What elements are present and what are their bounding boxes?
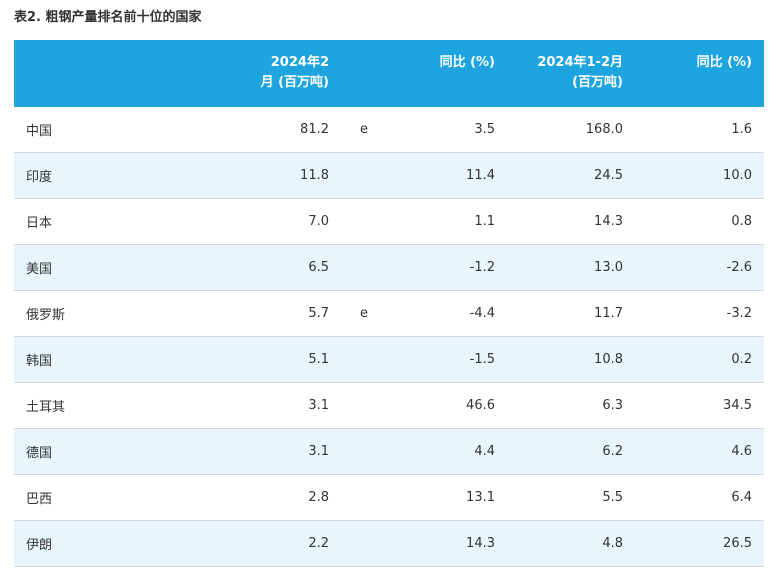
estimate-flag-cell — [337, 244, 403, 291]
yoy-jan-feb-cell: -3.2 — [636, 290, 764, 337]
jan-feb-production-cell: 168.0 — [503, 107, 636, 153]
feb-production-cell: 7.0 — [187, 198, 337, 245]
yoy-feb-cell: -1.5 — [403, 336, 503, 383]
jan-feb-production-cell: 13.0 — [503, 244, 636, 291]
header-country — [14, 40, 187, 107]
estimate-flag-cell — [337, 474, 403, 521]
jan-feb-production-cell: 14.3 — [503, 198, 636, 245]
country-cell: 伊朗 — [14, 520, 187, 567]
jan-feb-production-cell: 11.7 — [503, 290, 636, 337]
yoy-feb-cell: 46.6 — [403, 382, 503, 429]
yoy-jan-feb-cell: 26.5 — [636, 520, 764, 567]
yoy-jan-feb-cell: 6.4 — [636, 474, 764, 521]
table-body: 中国 81.2 e 3.5 168.0 1.6 印度 11.8 11.4 24.5 10.0 日本 7.… — [14, 107, 764, 567]
estimate-flag-cell: e — [337, 107, 403, 153]
country-cell: 韩国 — [14, 336, 187, 383]
yoy-feb-cell: 3.5 — [403, 107, 503, 153]
yoy-feb-cell: 1.1 — [403, 198, 503, 245]
country-cell: 俄罗斯 — [14, 290, 187, 337]
table-title: 表2. 粗钢产量排名前十位的国家 — [14, 10, 202, 25]
header-yoy-jan-feb: 同比 (%) — [636, 40, 764, 107]
table-row: 伊朗 2.2 14.3 4.8 26.5 — [14, 520, 764, 567]
yoy-jan-feb-cell: 10.0 — [636, 152, 764, 199]
jan-feb-production-cell: 24.5 — [503, 152, 636, 199]
yoy-jan-feb-cell: 0.8 — [636, 198, 764, 245]
table-header: 2024年2 月 (百万吨) 同比 (%) 2024年1-2月 (百万吨) 同比… — [14, 40, 764, 107]
steel-production-table: 2024年2 月 (百万吨) 同比 (%) 2024年1-2月 (百万吨) 同比… — [14, 40, 764, 567]
table-row: 俄罗斯 5.7 e -4.4 11.7 -3.2 — [14, 290, 764, 337]
country-cell: 美国 — [14, 244, 187, 291]
yoy-feb-cell: -1.2 — [403, 244, 503, 291]
header-flag — [337, 40, 403, 107]
jan-feb-production-cell: 6.2 — [503, 428, 636, 475]
feb-production-cell: 3.1 — [187, 382, 337, 429]
yoy-jan-feb-cell: 34.5 — [636, 382, 764, 429]
header-feb-2024: 2024年2 月 (百万吨) — [187, 40, 337, 107]
table-row: 土耳其 3.1 46.6 6.3 34.5 — [14, 382, 764, 429]
estimate-flag-cell — [337, 198, 403, 245]
feb-production-cell: 5.1 — [187, 336, 337, 383]
header-yoy-feb: 同比 (%) — [403, 40, 503, 107]
yoy-feb-cell: 14.3 — [403, 520, 503, 567]
feb-production-cell: 6.5 — [187, 244, 337, 291]
country-cell: 日本 — [14, 198, 187, 245]
table-row: 印度 11.8 11.4 24.5 10.0 — [14, 152, 764, 199]
estimate-flag-cell — [337, 520, 403, 567]
yoy-jan-feb-cell: 1.6 — [636, 107, 764, 153]
yoy-feb-cell: 4.4 — [403, 428, 503, 475]
header-jan-feb-2024: 2024年1-2月 (百万吨) — [503, 40, 636, 107]
table-row: 巴西 2.8 13.1 5.5 6.4 — [14, 474, 764, 521]
country-cell: 印度 — [14, 152, 187, 199]
jan-feb-production-cell: 5.5 — [503, 474, 636, 521]
country-cell: 德国 — [14, 428, 187, 475]
yoy-feb-cell: 11.4 — [403, 152, 503, 199]
jan-feb-production-cell: 10.8 — [503, 336, 636, 383]
country-cell: 中国 — [14, 107, 187, 153]
feb-production-cell: 2.2 — [187, 520, 337, 567]
feb-production-cell: 3.1 — [187, 428, 337, 475]
estimate-flag-cell — [337, 336, 403, 383]
feb-production-cell: 11.8 — [187, 152, 337, 199]
table-row: 韩国 5.1 -1.5 10.8 0.2 — [14, 336, 764, 383]
feb-production-cell: 2.8 — [187, 474, 337, 521]
estimate-flag-cell — [337, 382, 403, 429]
yoy-jan-feb-cell: 0.2 — [636, 336, 764, 383]
yoy-jan-feb-cell: 4.6 — [636, 428, 764, 475]
estimate-flag-cell — [337, 428, 403, 475]
jan-feb-production-cell: 4.8 — [503, 520, 636, 567]
yoy-feb-cell: 13.1 — [403, 474, 503, 521]
table-row: 日本 7.0 1.1 14.3 0.8 — [14, 198, 764, 245]
feb-production-cell: 5.7 — [187, 290, 337, 337]
table-row: 中国 81.2 e 3.5 168.0 1.6 — [14, 107, 764, 153]
jan-feb-production-cell: 6.3 — [503, 382, 636, 429]
yoy-jan-feb-cell: -2.6 — [636, 244, 764, 291]
table-row: 德国 3.1 4.4 6.2 4.6 — [14, 428, 764, 475]
feb-production-cell: 81.2 — [187, 107, 337, 153]
country-cell: 土耳其 — [14, 382, 187, 429]
table-row: 美国 6.5 -1.2 13.0 -2.6 — [14, 244, 764, 291]
yoy-feb-cell: -4.4 — [403, 290, 503, 337]
estimate-flag-cell — [337, 152, 403, 199]
country-cell: 巴西 — [14, 474, 187, 521]
estimate-flag-cell: e — [337, 290, 403, 337]
